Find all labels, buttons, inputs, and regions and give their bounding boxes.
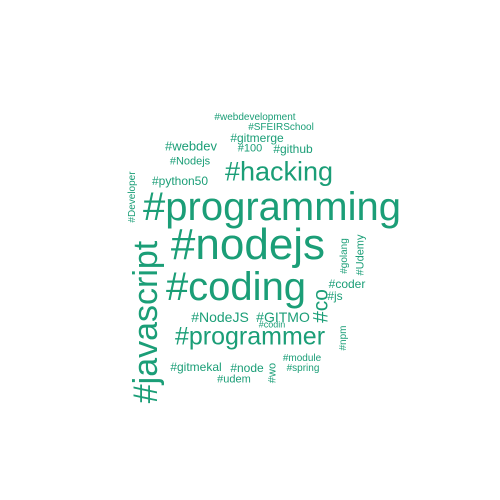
word-wo: #wo (266, 362, 279, 384)
word-node: #node (230, 361, 264, 375)
word-golang: #golang (339, 238, 350, 274)
word-nodejs-title: #Nodejs (169, 155, 211, 168)
word-webdevelopment: #webdevelopment (214, 112, 296, 123)
word-gitmekal: #gitmekal (170, 360, 222, 374)
word-sfeirschool: #SFEIRSchool (248, 122, 314, 133)
word-100: #100 (237, 142, 263, 155)
word-coder: #coder (328, 277, 366, 291)
word-python50: #python50 (151, 174, 209, 188)
word-developer: #Developer (127, 171, 138, 223)
word-nodejs-caps: #NodeJS (191, 309, 249, 325)
word-npm: #npm (338, 325, 349, 351)
word-udem: #udem (217, 373, 251, 386)
word-webdev: #webdev (164, 138, 218, 154)
word-programmer: #programmer (174, 322, 326, 351)
word-js: #js (327, 289, 343, 303)
word-spring: #spring (286, 363, 320, 374)
word-programming: #programming (143, 185, 401, 229)
word-github: #github (273, 142, 313, 156)
word-hacking: #hacking (224, 156, 334, 187)
word-coding: #coding (165, 265, 307, 309)
word-gitmerge: #gitmerge (230, 131, 284, 145)
word-nodejs: #nodejs (170, 220, 326, 269)
word-gitmo: #GITMO (256, 309, 310, 325)
word-module: #module (282, 353, 322, 364)
word-codin: #codin (258, 319, 286, 330)
word-javascript: #javascript (127, 240, 165, 404)
word-udemy: #Udemy (354, 234, 367, 276)
